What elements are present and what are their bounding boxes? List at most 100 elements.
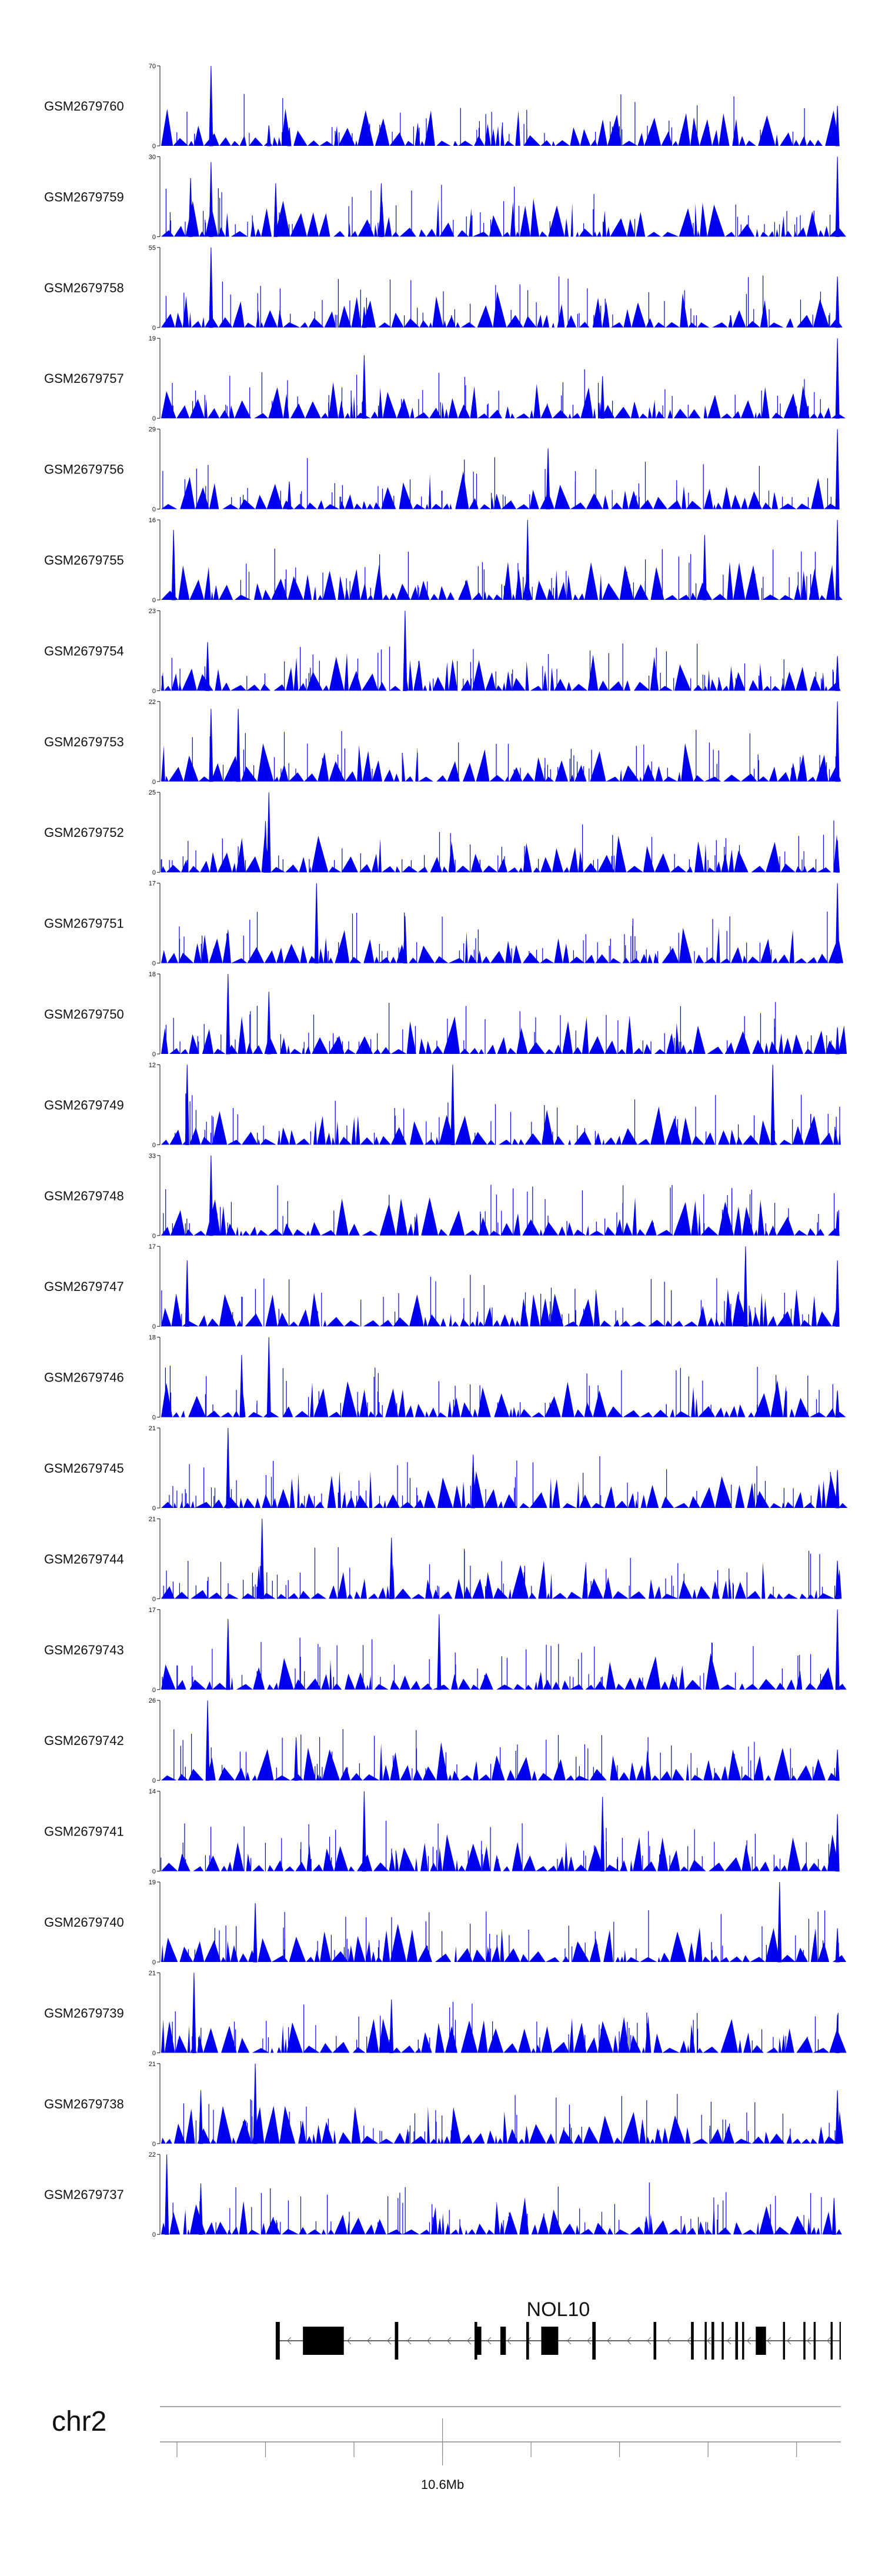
ymax-label: 30: [149, 154, 156, 161]
track-label: GSM2679743: [44, 1643, 124, 1657]
gene-exon: [475, 2322, 477, 2360]
coverage-peak: [403, 916, 407, 964]
strand-chevron: [727, 2337, 731, 2345]
ymin-label: 0: [152, 597, 156, 604]
track-GSM2679747: GSM2679747 17 0: [44, 1243, 841, 1330]
ymin-label: 0: [152, 1868, 156, 1876]
strand-chevron: [287, 2337, 292, 2345]
coverage-peak: [188, 178, 193, 237]
coverage-area: [160, 2197, 842, 2235]
coverage-peak: [205, 642, 210, 691]
gene-exon: [526, 2322, 529, 2360]
track-label: GSM2679740: [44, 1915, 124, 1930]
track-GSM2679744: GSM2679744 21 0: [44, 1516, 842, 1603]
coverage-area: [160, 1834, 841, 1871]
coverage-peak: [185, 1065, 189, 1145]
major-tick-label: 10.6Mb: [421, 2477, 464, 2492]
ymin-label: 0: [152, 2050, 156, 2057]
coverage-area: [160, 1380, 846, 1417]
coverage-area: [160, 1106, 841, 1145]
track-label: GSM2679758: [44, 281, 124, 295]
coverage-peak: [287, 481, 292, 510]
strand-chevron: [747, 2337, 751, 2345]
strand-chevron: [387, 2337, 392, 2345]
chromosome-axis: chr2 10.6Mb: [52, 2406, 841, 2492]
coverage-peak: [835, 1609, 840, 1690]
coverage-peak: [266, 125, 271, 146]
track-GSM2679758: GSM2679758 55 0: [44, 245, 843, 332]
coverage-peak: [226, 1619, 230, 1690]
coverage-peak: [835, 429, 840, 510]
coverage-peak: [185, 1260, 189, 1327]
track-GSM2679737: GSM2679737 22 0: [44, 2151, 842, 2238]
gene-exon: [830, 2322, 833, 2360]
coverage-peak: [835, 840, 840, 873]
coverage-peak: [389, 1537, 394, 1599]
ymin-label: 0: [152, 1051, 156, 1058]
coverage-peak: [835, 105, 840, 146]
coverage-peak: [835, 519, 840, 600]
coverage-peak: [835, 1749, 840, 1781]
strand-chevron: [807, 2337, 811, 2345]
coverage-peak: [835, 1260, 840, 1327]
coverage-peak: [253, 1903, 258, 1963]
track-GSM2679739: GSM2679739 21 0: [44, 1970, 847, 2057]
coverage-peak: [835, 883, 840, 964]
track-GSM2679743: GSM2679743 17 0: [44, 1607, 847, 1694]
strand-chevron: [627, 2337, 632, 2345]
ymax-label: 19: [149, 1879, 156, 1886]
strand-chevron: [827, 2337, 831, 2345]
coverage-peak: [831, 2198, 836, 2235]
ymin-label: 0: [152, 325, 156, 332]
ymax-label: 22: [149, 2151, 156, 2158]
coverage-peak: [192, 1973, 196, 2053]
coverage-peak: [362, 307, 366, 328]
gene-exon: [303, 2327, 344, 2355]
gene-exon: [735, 2322, 739, 2360]
gene-exon: [691, 2322, 694, 2360]
coverage-peak: [209, 162, 213, 237]
coverage-tracks: GSM2679760700GSM2679759300GSM2679758550G…: [44, 63, 848, 2238]
track-GSM2679748: GSM2679748 33 0: [44, 1153, 841, 1240]
track-GSM2679746: GSM2679746 18 0: [44, 1334, 846, 1422]
ymin-label: 0: [152, 506, 156, 513]
ymax-label: 21: [149, 2061, 156, 2068]
coverage-peak: [379, 183, 383, 237]
coverage-peak: [266, 1337, 271, 1418]
gene-exon: [839, 2322, 841, 2360]
ymin-label: 0: [152, 1596, 156, 1603]
track-GSM2679755: GSM2679755 16 0: [44, 517, 843, 604]
gene-exon: [275, 2322, 280, 2360]
ymax-label: 21: [149, 1970, 156, 1977]
gene-exon: [704, 2322, 707, 2360]
track-GSM2679760: GSM2679760 70 0: [44, 63, 841, 150]
strand-chevron: [787, 2337, 791, 2345]
ymax-label: 16: [149, 517, 156, 524]
track-label: GSM2679747: [44, 1279, 124, 1294]
ymin-label: 0: [152, 1687, 156, 1694]
chromosome-label: chr2: [52, 2406, 106, 2437]
track-GSM2679752: GSM2679752 25 0: [44, 789, 841, 876]
ymax-label: 33: [149, 1153, 156, 1160]
coverage-peak: [835, 1211, 840, 1236]
strand-chevron: [607, 2337, 612, 2345]
coverage-peak: [835, 338, 840, 419]
ymin-label: 0: [152, 1959, 156, 1966]
coverage-peak: [600, 376, 605, 419]
coverage-area: [160, 108, 841, 146]
coverage-peak: [236, 709, 240, 782]
strand-chevron: [367, 2337, 372, 2345]
gene-exon: [395, 2322, 399, 2360]
coverage-peak: [702, 535, 707, 600]
coverage-peak: [209, 709, 213, 782]
gene-exon: [592, 2322, 596, 2360]
strand-chevron: [487, 2337, 492, 2345]
strand-chevron: [767, 2337, 771, 2345]
coverage-peak: [835, 1027, 840, 1055]
coverage-peak: [294, 1737, 299, 1781]
track-GSM2679754: GSM2679754 23 0: [44, 608, 841, 695]
gene-exon: [721, 2322, 724, 2360]
track-label: GSM2679753: [44, 735, 124, 749]
strand-chevron: [347, 2337, 352, 2345]
